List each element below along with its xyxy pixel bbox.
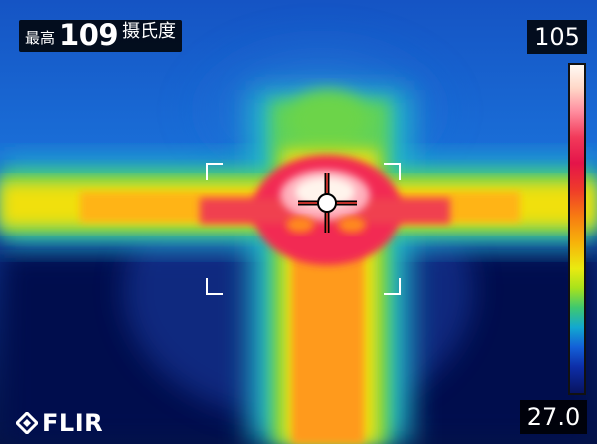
max-unit: 摄氏度: [122, 21, 177, 42]
crosshair-icon: [298, 173, 357, 233]
max-value: 109: [59, 18, 119, 52]
flir-logo: FLIR: [16, 408, 103, 438]
max-temperature-readout: 最高 109 摄氏度: [19, 18, 183, 52]
measure-box: [206, 163, 401, 295]
flir-diamond-icon: [16, 412, 38, 434]
measure-box-corner-br: [384, 278, 401, 295]
flir-logo-text: FLIR: [42, 409, 104, 437]
measure-box-corner-tr: [384, 163, 401, 180]
measure-box-corner-bl: [206, 278, 223, 295]
measure-box-corner-tl: [206, 163, 223, 180]
scale-min-value: 27.0: [520, 400, 587, 434]
scale-max-value: 105: [527, 20, 587, 54]
temperature-scale-bar: [568, 63, 586, 395]
max-label: 最高: [25, 29, 56, 47]
